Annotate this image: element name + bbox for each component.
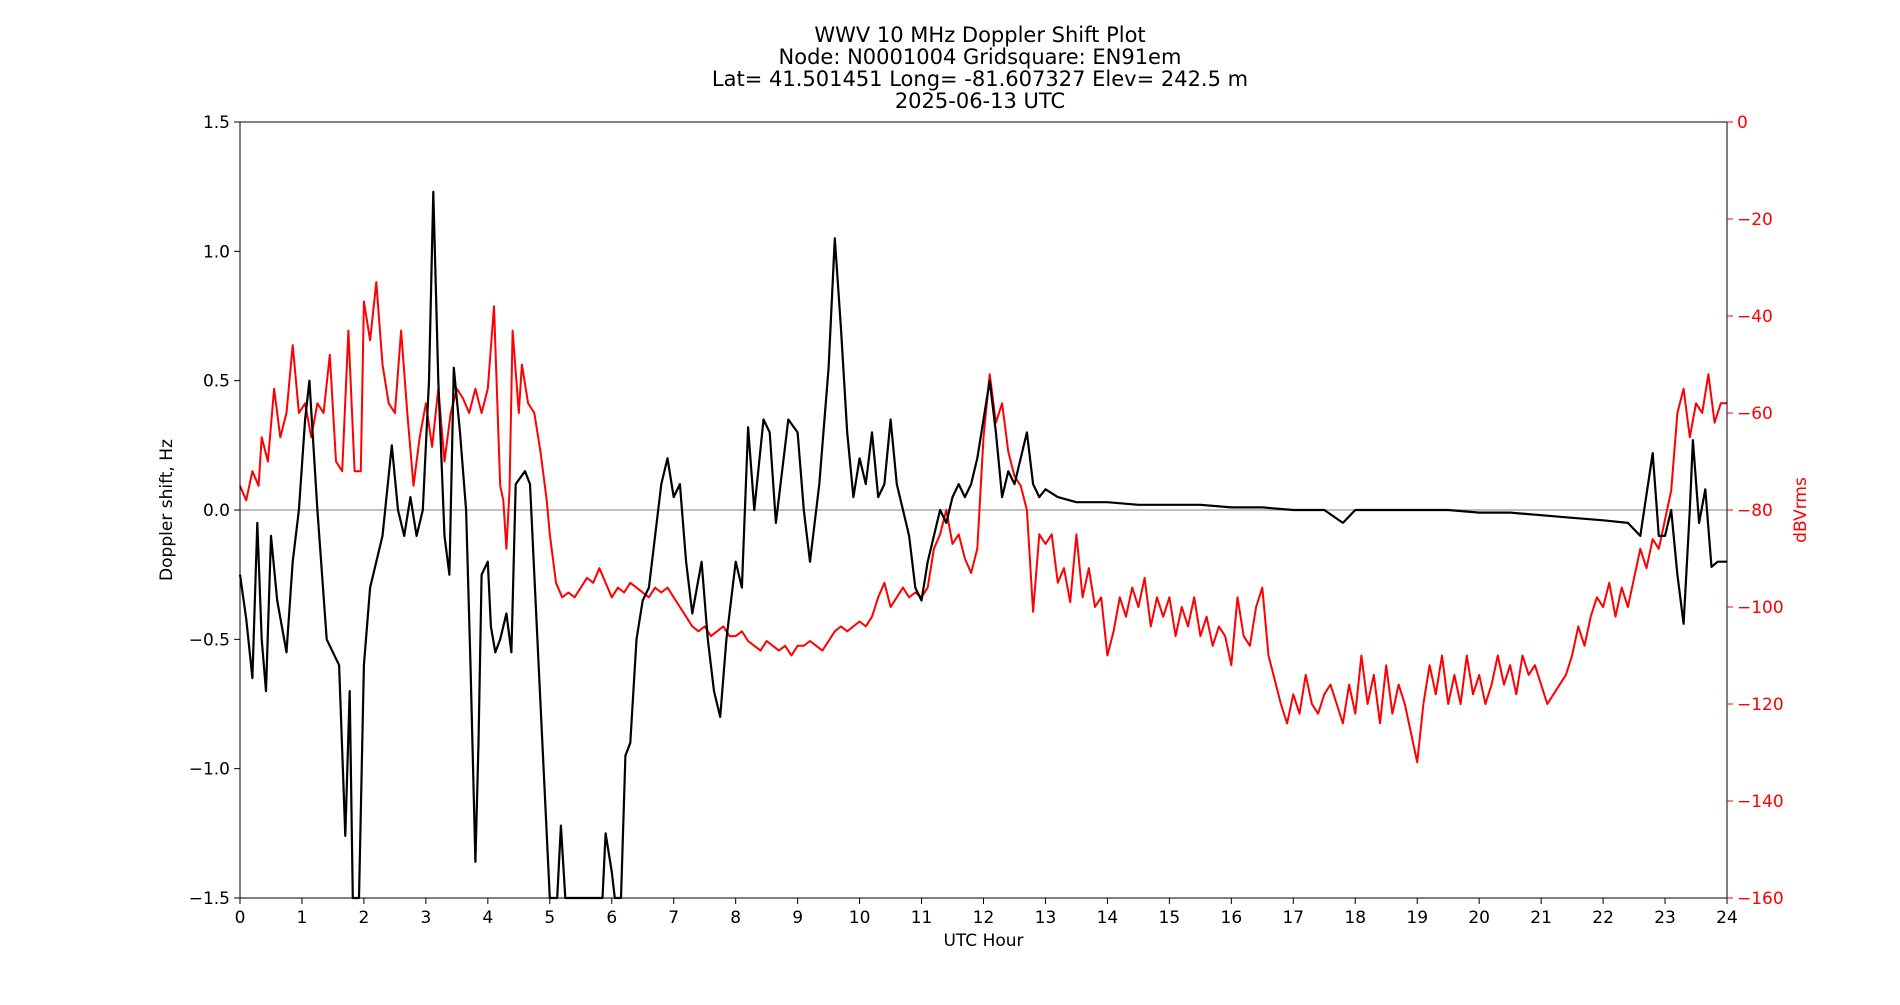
x-axis-label: UTC Hour <box>943 931 1023 951</box>
left-y-tick-label: 1.5 <box>203 113 230 133</box>
x-tick-label: 0 <box>235 908 246 928</box>
x-tick-label: 16 <box>1221 908 1243 928</box>
left-y-axis-label: Doppler shift, Hz <box>157 439 177 581</box>
x-tick-label: 8 <box>730 908 741 928</box>
chart-title-line-2: Node: N0001004 Gridsquare: EN91em <box>779 45 1182 69</box>
x-tick-label: 9 <box>792 908 803 928</box>
x-tick-label: 24 <box>1716 908 1738 928</box>
x-tick-label: 17 <box>1282 908 1304 928</box>
chart-title-line-4: 2025-06-13 UTC <box>895 89 1065 113</box>
right-y-tick-label: 0 <box>1737 113 1748 133</box>
x-tick-label: 20 <box>1468 908 1490 928</box>
chart-title-line-1: WWV 10 MHz Doppler Shift Plot <box>814 23 1145 47</box>
x-tick-label: 10 <box>849 908 871 928</box>
right-y-tick-label: −60 <box>1737 404 1773 424</box>
right-y-tick-label: −120 <box>1737 695 1784 715</box>
right-y-tick-label: −100 <box>1737 598 1784 618</box>
right-y-tick-label: −40 <box>1737 307 1773 327</box>
left-y-axis-ticks: 1.5 1.0 0.5 0.0 −0.5 −1.0 −1.5 <box>189 113 240 909</box>
x-tick-label: 15 <box>1159 908 1181 928</box>
x-tick-label: 6 <box>606 908 617 928</box>
right-y-tick-label: −140 <box>1737 792 1784 812</box>
x-tick-label: 5 <box>544 908 555 928</box>
right-y-axis-ticks: 0 −20 −40 −60 −80 −100 −120 −140 −160 <box>1727 113 1784 909</box>
x-tick-label: 7 <box>668 908 679 928</box>
x-tick-label: 3 <box>420 908 431 928</box>
doppler-series-line <box>238 190 1727 900</box>
x-tick-label: 18 <box>1344 908 1366 928</box>
right-y-tick-label: −80 <box>1737 501 1773 521</box>
left-y-tick-label: −1.5 <box>189 889 230 909</box>
x-tick-label: 23 <box>1654 908 1676 928</box>
power-series-line <box>239 281 1727 764</box>
series-group <box>238 190 1727 900</box>
left-y-tick-label: 0.0 <box>203 501 230 521</box>
x-tick-label: 11 <box>911 908 933 928</box>
x-tick-label: 22 <box>1592 908 1614 928</box>
chart-title-line-3: Lat= 41.501451 Long= -81.607327 Elev= 24… <box>712 67 1248 91</box>
left-y-tick-label: −0.5 <box>189 630 230 650</box>
x-tick-label: 14 <box>1097 908 1119 928</box>
x-tick-label: 12 <box>973 908 995 928</box>
right-y-axis-label: dBVrms <box>1791 477 1811 543</box>
x-tick-label: 19 <box>1406 908 1428 928</box>
right-y-tick-label: −20 <box>1737 210 1773 230</box>
left-y-tick-label: 0.5 <box>203 372 230 392</box>
right-y-tick-label: −160 <box>1737 889 1784 909</box>
x-axis-ticks: 0 1 2 3 4 5 6 7 8 9 10 11 12 13 14 15 16 17 18 19 20 21 22 23 24 <box>235 898 1738 928</box>
chart-title-block: WWV 10 MHz Doppler Shift Plot Node: N000… <box>712 23 1248 113</box>
x-tick-label: 21 <box>1530 908 1552 928</box>
left-y-tick-label: 1.0 <box>203 242 230 262</box>
x-tick-label: 13 <box>1035 908 1057 928</box>
x-tick-label: 1 <box>297 908 308 928</box>
x-tick-label: 2 <box>359 908 370 928</box>
left-y-tick-label: −1.0 <box>189 760 230 780</box>
x-tick-label: 4 <box>482 908 493 928</box>
